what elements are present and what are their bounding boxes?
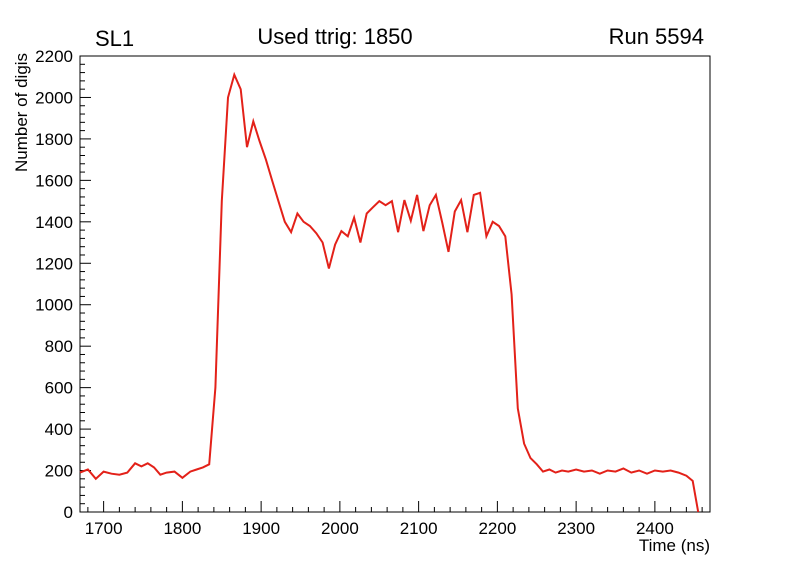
data-line	[79, 71, 700, 513]
y-tick-label: 600	[45, 379, 73, 398]
y-tick-label: 400	[45, 420, 73, 439]
plot-frame	[79, 55, 711, 513]
x-tick-label: 2000	[321, 519, 359, 538]
y-axis-title: Number of digis	[12, 53, 31, 172]
pad-title-right: Run 5594	[609, 24, 704, 49]
y-tick-label: 1000	[35, 296, 73, 315]
axes-layer: 1700 1800 1900 2000 2100 2200 2300 2400 0 200 400 6…	[35, 47, 711, 538]
x-tick-label: 1700	[85, 519, 123, 538]
y-tick-label: 1800	[35, 130, 73, 149]
x-tick-label: 2400	[636, 519, 674, 538]
x-tick-label: 1800	[163, 519, 201, 538]
y-tick-label: 1200	[35, 254, 73, 273]
y-tick-label: 2200	[35, 47, 73, 66]
y-tick-label: 800	[45, 337, 73, 356]
y-tick-label: 0	[64, 503, 73, 522]
pad-title-center: Used ttrig: 1850	[257, 24, 412, 49]
y-tick-label: 1600	[35, 171, 73, 190]
y-tick-label: 200	[45, 462, 73, 481]
x-tick-label: 2300	[557, 519, 595, 538]
y-tick-label: 1400	[35, 213, 73, 232]
x-tick-label: 1900	[242, 519, 280, 538]
x-axis-title: Time (ns)	[639, 536, 710, 555]
pad-title-left: SL1	[95, 26, 134, 51]
x-tick-label: 2100	[400, 519, 438, 538]
y-tick-label: 2000	[35, 88, 73, 107]
x-tick-label: 2200	[478, 519, 516, 538]
